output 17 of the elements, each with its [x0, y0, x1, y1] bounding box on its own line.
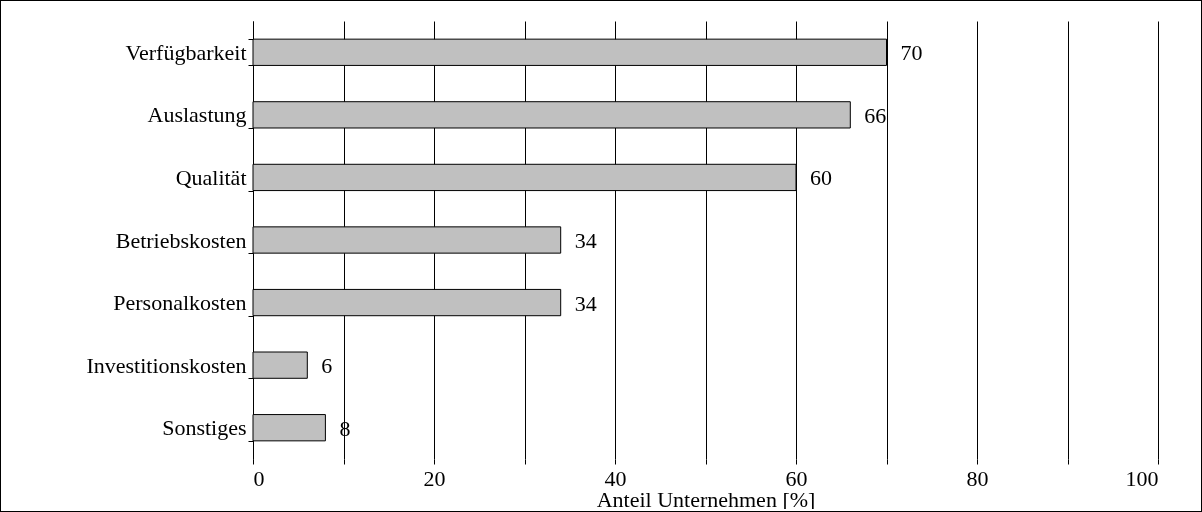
data-label: 34	[574, 290, 597, 316]
x-tick-label: 20	[423, 465, 446, 491]
y-tick-label: Investitionskosten	[86, 352, 247, 378]
data-label: 66	[864, 102, 887, 128]
y-tick-label: Verfügbarkeit	[125, 39, 247, 65]
y-tick-label: Betriebskosten	[115, 227, 247, 253]
y-tick-label: Auslastung	[147, 102, 247, 128]
y-tick-label: Personalkosten	[113, 290, 247, 316]
x-tick-label: 80	[966, 465, 989, 491]
x-tick-label: 100	[1125, 465, 1159, 491]
x-tick-label: 0	[253, 465, 265, 491]
y-tick-label: Qualität	[175, 164, 247, 190]
data-label: 70	[900, 40, 923, 66]
data-label: 6	[321, 353, 333, 379]
data-label: 34	[574, 228, 597, 253]
y-tick-label: Sonstiges	[162, 415, 247, 441]
data-label: 60	[810, 165, 832, 191]
